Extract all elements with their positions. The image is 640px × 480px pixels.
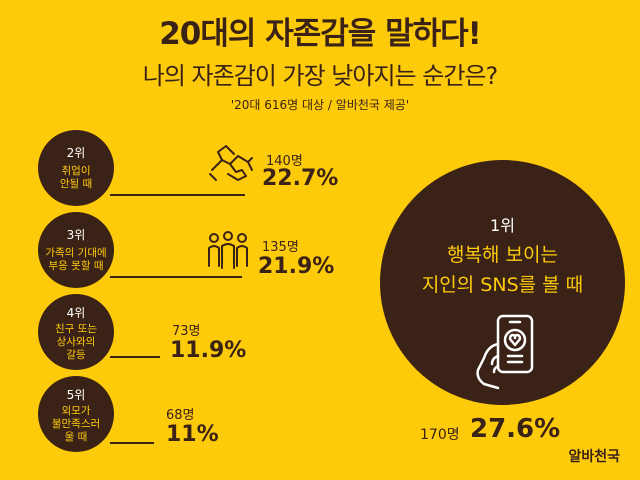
rank-5-percent: 11%: [166, 422, 219, 447]
rank-4-count: 73명: [172, 324, 201, 339]
rank-1-label: 행복해 보이는 지인의 SNS를 볼 때: [421, 244, 584, 296]
rank-1-percent: 27.6%: [470, 414, 561, 444]
rank-2-percent: 22.7%: [262, 166, 339, 191]
rank-3-count: 135명: [262, 240, 299, 255]
rank-3-bar-line: [110, 276, 242, 278]
rank-5-number: 5위: [66, 388, 86, 402]
rank-1-number: 1위: [490, 216, 515, 235]
rank-2-count: 140명: [266, 154, 303, 169]
rank-2-number: 2위: [66, 146, 86, 160]
rank-2-bar-line: [110, 194, 245, 196]
rank-4-circle: 4위 친구 또는 상사와의 갈등: [38, 294, 114, 370]
rank-4-percent: 11.9%: [170, 338, 247, 363]
rank-1-circle: 1위 행복해 보이는 지인의 SNS를 볼 때: [380, 160, 625, 405]
rank-2-circle: 2위 취업이 안될 때: [38, 130, 114, 206]
rank-2-label: 취업이 안될 때: [59, 165, 93, 190]
brand-logo: 알바천국: [568, 449, 620, 465]
rank-5-circle: 5위 외모가 불만족스러 울 때: [38, 376, 114, 452]
rank-5-bar-line: [110, 442, 154, 444]
rank-3-percent: 21.9%: [258, 254, 335, 279]
family-icon: [208, 231, 248, 269]
rank-3-number: 3위: [66, 228, 86, 242]
source-note: '20대 616명 대상 / 알바천국 제공': [230, 98, 410, 112]
rank-3-circle: 3위 가족의 기대에 부응 못할 때: [38, 212, 114, 288]
rank-3-label: 가족의 기대에 부응 못할 때: [45, 247, 107, 272]
page-title: 20대의 자존감을 말하다!: [159, 16, 482, 52]
rank-5-label: 외모가 불만족스러 울 때: [51, 405, 101, 443]
smartphone-heart-icon: [476, 314, 534, 390]
rank-4-label: 친구 또는 상사와의 갈등: [55, 323, 97, 361]
rank-4-number: 4위: [66, 306, 86, 320]
handshake-icon: [209, 145, 253, 181]
rank-5-count: 68명: [166, 408, 195, 423]
page-subtitle: 나의 자존감이 가장 낮아지는 순간은?: [142, 62, 498, 90]
rank-4-bar-line: [110, 356, 160, 358]
rank-1-count: 170명: [420, 427, 460, 443]
